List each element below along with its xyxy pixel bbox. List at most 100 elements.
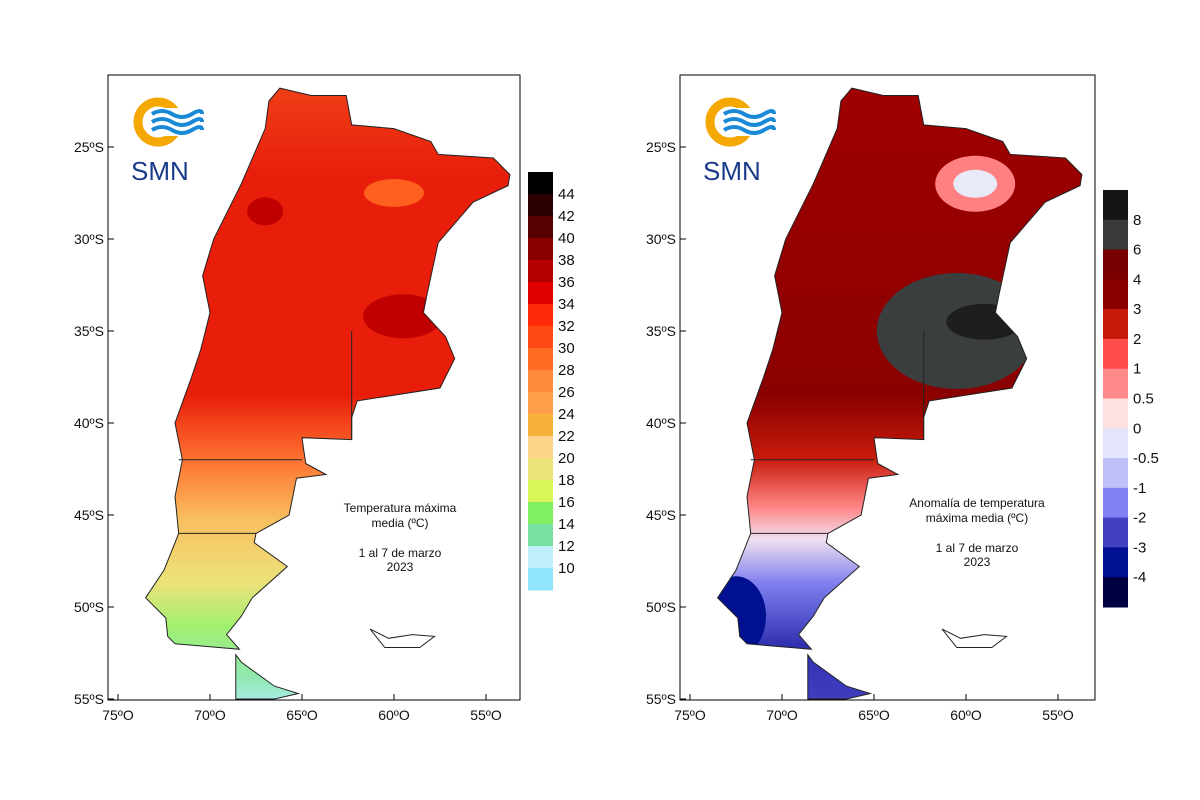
smn-logo-icon xyxy=(150,117,204,127)
lon-tick-label: 55ºO xyxy=(1042,707,1074,723)
lon-tick-label: 70ºO xyxy=(194,707,226,723)
colorbar-label: 4 xyxy=(1133,271,1141,288)
colorbar-swatch xyxy=(1103,249,1128,280)
colorbar-swatch xyxy=(528,480,553,503)
lat-tick-label: 40ºS xyxy=(74,415,104,431)
lat-tick-label: 55ºS xyxy=(646,691,676,707)
colorbar-label: 8 xyxy=(1133,212,1141,229)
colorbar-label: 22 xyxy=(558,428,575,445)
colorbar-label: 1 xyxy=(1133,361,1141,378)
colorbar-label: 14 xyxy=(558,516,575,533)
lon-tick-label: 75ºO xyxy=(674,707,706,723)
colorbar-label: 12 xyxy=(558,538,575,555)
anomaly-zero xyxy=(953,169,998,198)
colorbar-swatch xyxy=(528,458,553,481)
lat-tick-label: 25ºS xyxy=(646,139,676,155)
colorbar-label: 6 xyxy=(1133,242,1141,259)
colorbar-swatch xyxy=(1103,309,1128,340)
colorbar-label: 0 xyxy=(1133,420,1141,437)
lat-tick-label: 50ºS xyxy=(646,599,676,615)
colorbar-swatch xyxy=(1103,219,1128,251)
lat-tick-label: 45ºS xyxy=(646,507,676,523)
colorbar-label: -3 xyxy=(1133,539,1146,556)
colorbar-swatch xyxy=(1103,398,1128,429)
lon-tick-label: 65ºO xyxy=(286,707,318,723)
colorbar-swatch xyxy=(528,216,553,239)
lon-tick-label: 55ºO xyxy=(470,707,502,723)
lat-tick-label: 45ºS xyxy=(74,507,104,523)
colorbar-label: -1 xyxy=(1133,480,1146,497)
lon-tick-label: 70ºO xyxy=(766,707,798,723)
colorbar-swatch xyxy=(1103,279,1128,310)
map-title: media (ºC) xyxy=(371,516,428,530)
map-title: Anomalía de temperatura xyxy=(909,496,1045,510)
map-period: 1 al 7 de marzo xyxy=(359,546,442,560)
colorbar-label: 16 xyxy=(558,494,575,511)
malvinas-outline xyxy=(369,628,436,648)
colorbar-label: 18 xyxy=(558,472,575,489)
smn-logo-icon xyxy=(722,109,776,119)
lon-tick-label: 60ºO xyxy=(378,707,410,723)
colorbar-swatch xyxy=(528,326,553,349)
colorbar-label: 2 xyxy=(1133,331,1141,348)
colorbar-swatch xyxy=(528,546,553,569)
lat-tick-label: 55ºS xyxy=(74,691,104,707)
colorbar-swatch xyxy=(528,172,553,195)
colorbar-swatch xyxy=(1103,577,1128,608)
colorbar-swatch xyxy=(528,414,553,437)
colorbar-swatch xyxy=(528,370,553,393)
colorbar-swatch xyxy=(1103,190,1128,221)
colorbar-label: -4 xyxy=(1133,569,1146,586)
lon-tick-label: 75ºO xyxy=(102,707,134,723)
lat-tick-label: 35ºS xyxy=(74,323,104,339)
colorbar-label: 44 xyxy=(558,186,575,203)
colorbar-swatch xyxy=(528,524,553,547)
colorbar-swatch xyxy=(528,436,553,459)
colorbar-label: 28 xyxy=(558,362,575,379)
hot-spot xyxy=(363,294,444,339)
colorbar-swatch xyxy=(528,260,553,283)
colorbar-label: 24 xyxy=(558,406,575,423)
colorbar-label: 30 xyxy=(558,340,575,357)
colorbar-label: 38 xyxy=(558,252,575,269)
lon-tick-label: 60ºO xyxy=(950,707,982,723)
colorbar-swatch xyxy=(1103,338,1128,370)
map-title: Temperatura máxima xyxy=(344,501,457,515)
colorbar-label: 32 xyxy=(558,318,575,335)
map-period: 2023 xyxy=(964,555,991,569)
colorbar-label: 42 xyxy=(558,208,575,225)
smn-logo-icon xyxy=(722,125,776,135)
colorbar-swatch xyxy=(528,502,553,525)
colorbar-label: 34 xyxy=(558,296,575,313)
colorbar-swatch xyxy=(1103,517,1128,548)
colorbar-label: 3 xyxy=(1133,301,1141,318)
colorbar-swatch xyxy=(528,348,553,371)
colorbar-label: -0.5 xyxy=(1133,450,1159,467)
lat-tick-label: 35ºS xyxy=(646,323,676,339)
map-period: 2023 xyxy=(387,560,414,574)
colorbar-label: 0.5 xyxy=(1133,391,1154,408)
lon-tick-label: 65ºO xyxy=(858,707,890,723)
colorbar-swatch xyxy=(1103,428,1128,459)
colorbar-label: 10 xyxy=(558,560,575,577)
map-title: máxima media (ºC) xyxy=(926,511,1028,525)
colorbar-swatch xyxy=(528,304,553,327)
colorbar-label: 40 xyxy=(558,230,575,247)
colorbar-swatch xyxy=(1103,368,1128,399)
lat-tick-label: 30ºS xyxy=(646,231,676,247)
smn-logo-icon xyxy=(150,109,204,119)
colorbar-swatch xyxy=(528,238,553,261)
colorbar-label: 20 xyxy=(558,450,575,467)
colorbar-label: 36 xyxy=(558,274,575,291)
smn-logo-text: SMN xyxy=(131,156,189,186)
colorbar-swatch xyxy=(528,282,553,305)
smn-logo-text: SMN xyxy=(703,156,761,186)
colorbar-swatch xyxy=(1103,547,1128,578)
colorbar-swatch xyxy=(1103,487,1128,519)
smn-logo-icon xyxy=(722,117,776,127)
lat-tick-label: 25ºS xyxy=(74,139,104,155)
warm-area xyxy=(364,179,424,207)
